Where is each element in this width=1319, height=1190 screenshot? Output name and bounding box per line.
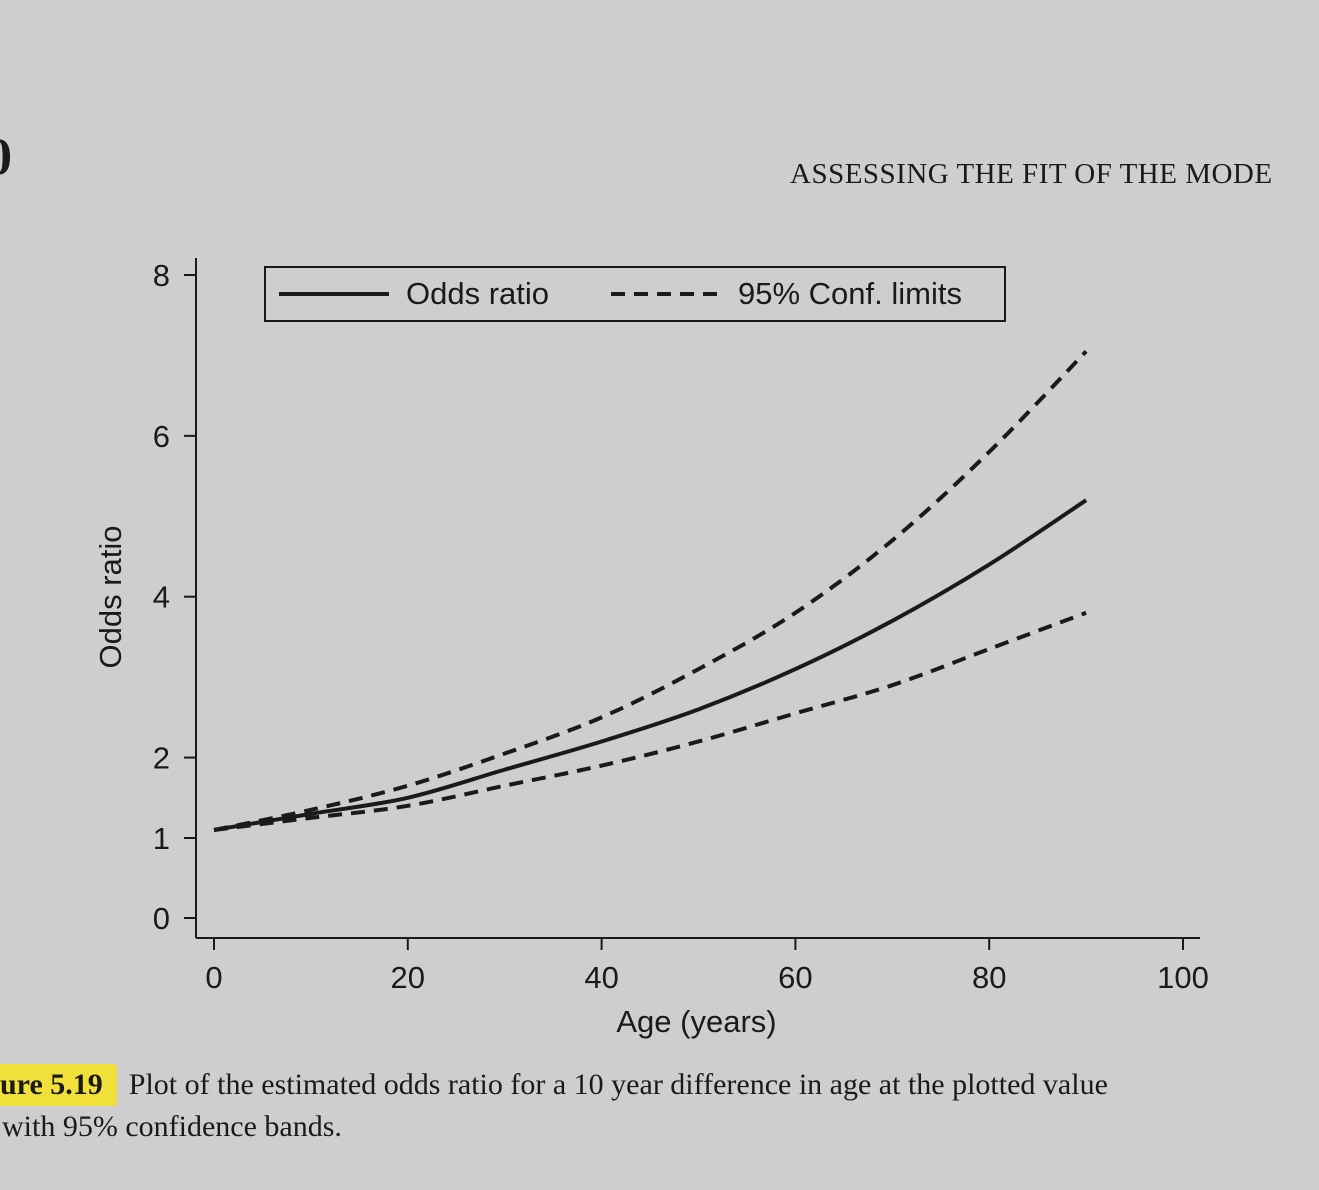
caption-text-line-1: Plot of the estimated odds ratio for a 1…	[128, 1068, 1108, 1101]
legend-label: 95% Conf. limits	[738, 276, 962, 311]
x-axis-label: Age (years)	[616, 1004, 776, 1039]
lower-conf-limit-line	[213, 610, 1087, 832]
x-tick-label: 80	[972, 960, 1006, 995]
y-tick-label: 2	[153, 741, 170, 776]
x-tick-label: 20	[391, 960, 425, 995]
x-tick-label: 40	[584, 960, 618, 995]
y-axis-label: Odds ratio	[93, 525, 128, 668]
odds-ratio-line	[213, 498, 1088, 832]
running-head: ASSESSING THE FIT OF THE MODE	[790, 158, 1273, 190]
legend-box	[264, 266, 1006, 322]
upper-conf-limit-line	[213, 350, 1088, 832]
x-tick-label: 60	[778, 960, 812, 995]
y-tick-label: 6	[153, 419, 170, 454]
x-tick-label: 0	[205, 960, 222, 995]
x-tick-label: 100	[1157, 960, 1209, 995]
y-tick-label: 1	[153, 821, 170, 856]
figure-label: ure 5.19	[0, 1064, 117, 1106]
legend-label: Odds ratio	[406, 276, 549, 311]
y-tick-label: 4	[153, 580, 170, 615]
y-tick-label: 8	[153, 258, 170, 293]
page-number: 0	[0, 132, 12, 184]
caption-text-line-2: with 95% confidence bands.	[2, 1110, 342, 1143]
figure-caption: ure 5.19 Plot of the estimated odds ratio…	[0, 1064, 1319, 1148]
y-tick-label: 0	[153, 901, 170, 936]
